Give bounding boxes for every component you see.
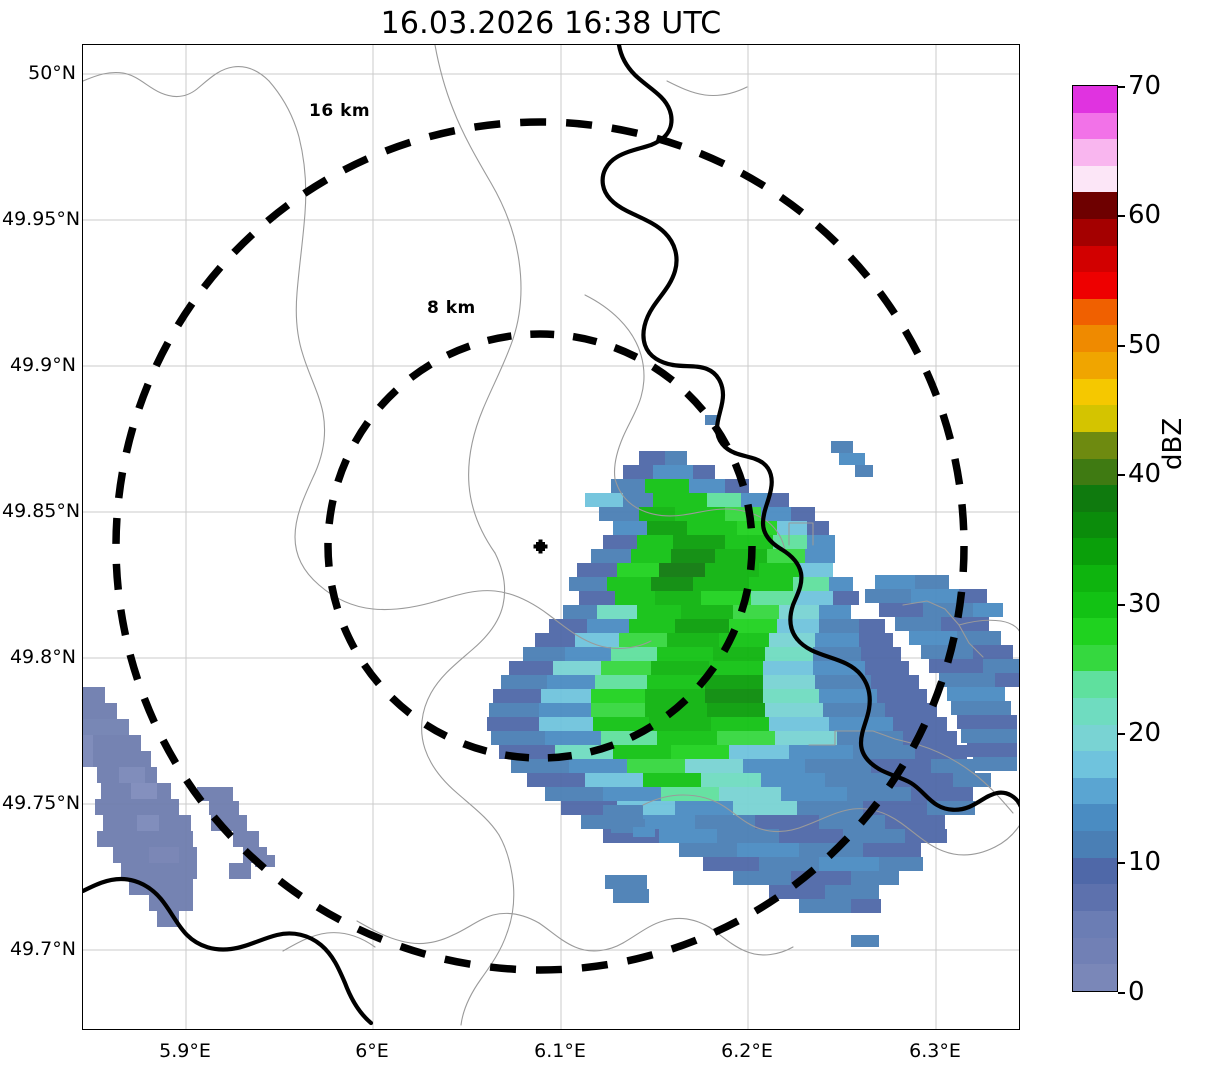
colorbar-swatch	[1073, 831, 1117, 858]
colorbar-swatch	[1073, 564, 1117, 592]
x-tick-label-2: 6.1°E	[534, 1040, 586, 1062]
colorbar-swatch	[1073, 777, 1117, 805]
colorbar-swatch	[1073, 165, 1117, 193]
colorbar-swatch	[1073, 644, 1117, 672]
echo-region-east	[865, 575, 1019, 771]
colorbar-swatch	[1073, 618, 1117, 645]
page-title: 16.03.2026 16:38 UTC	[380, 6, 722, 41]
colorbar-swatch	[1073, 538, 1117, 565]
colorbar-label-10: 10	[1128, 847, 1162, 877]
colorbar-swatch	[1073, 405, 1117, 432]
colorbar-tick-0	[1118, 992, 1125, 994]
colorbar-swatch	[1073, 884, 1117, 911]
colorbar-tick-30	[1118, 604, 1125, 606]
colorbar-swatch	[1073, 698, 1117, 725]
radar-site-marker	[533, 539, 548, 554]
colorbar-title: dBZ	[1158, 417, 1188, 470]
range-ring-16km	[112, 118, 968, 974]
colorbar-swatch	[1073, 857, 1117, 885]
colorbar-swatch	[1073, 591, 1117, 619]
colorbar-swatch	[1073, 671, 1117, 699]
colorbar-label-0: 0	[1128, 977, 1145, 1007]
colorbar-label-60: 60	[1128, 200, 1162, 230]
colorbar-swatch	[1073, 352, 1117, 379]
colorbar-swatch	[1073, 964, 1117, 991]
y-tick-label-6: 49.7°N	[9, 938, 76, 960]
x-tick-label-1: 6°E	[355, 1040, 389, 1062]
colorbar-swatch	[1073, 86, 1117, 113]
colorbar-swatch	[1073, 724, 1117, 752]
colorbar-label-50: 50	[1128, 330, 1162, 360]
radar-map-axes: 16 km 8 km	[82, 44, 1020, 1030]
y-tick-label-2: 49.9°N	[9, 354, 76, 376]
echo-region-southwest	[83, 687, 275, 927]
colorbar-swatch	[1073, 219, 1117, 246]
colorbar-swatch	[1073, 325, 1117, 353]
colorbar-swatch	[1073, 751, 1117, 778]
y-tick-label-1: 49.95°N	[2, 208, 81, 230]
echo-region-main-south	[491, 731, 991, 913]
colorbar-swatch	[1073, 245, 1117, 273]
colorbar-tick-40	[1118, 474, 1125, 476]
colorbar-tick-70	[1118, 86, 1125, 88]
x-tick-label-4: 6.3°E	[909, 1040, 961, 1062]
colorbar-swatch	[1073, 112, 1117, 140]
echo-region-isolated-cells	[603, 415, 879, 947]
colorbar-swatch	[1073, 192, 1117, 220]
colorbar-tick-60	[1118, 215, 1125, 217]
y-tick-label-0: 50°N	[28, 62, 76, 84]
range-ring-label-8km: 8 km	[427, 298, 476, 318]
colorbar	[1072, 85, 1118, 992]
colorbar-label-40: 40	[1128, 459, 1162, 489]
x-tick-label-3: 6.2°E	[721, 1040, 773, 1062]
range-rings	[112, 118, 968, 974]
colorbar-swatch	[1073, 910, 1117, 938]
echo-region-main-north	[569, 451, 853, 591]
range-ring-label-16km: 16 km	[309, 101, 371, 121]
reflectivity-field	[83, 415, 1019, 947]
colorbar-swatch	[1073, 378, 1117, 406]
y-tick-label-4: 49.8°N	[9, 646, 76, 668]
colorbar-swatch	[1073, 804, 1117, 832]
y-tick-label-5: 49.75°N	[2, 792, 81, 814]
national-border	[83, 45, 1019, 1026]
colorbar-swatch	[1073, 139, 1117, 166]
colorbar-tick-10	[1118, 862, 1125, 864]
range-ring-8km	[324, 330, 756, 762]
colorbar-label-20: 20	[1128, 718, 1162, 748]
echo-region-main-middle	[487, 591, 947, 731]
colorbar-swatch	[1073, 272, 1117, 299]
colorbar-swatch	[1073, 458, 1117, 486]
colorbar-label-30: 30	[1128, 589, 1162, 619]
colorbar-swatch	[1073, 431, 1117, 459]
radar-map-svg	[83, 45, 1019, 1029]
colorbar-swatch	[1073, 937, 1117, 965]
x-tick-label-0: 5.9°E	[159, 1040, 211, 1062]
colorbar-swatch	[1073, 485, 1117, 512]
colorbar-swatch	[1073, 511, 1117, 539]
y-tick-label-3: 49.85°N	[2, 500, 81, 522]
colorbar-tick-50	[1118, 345, 1125, 347]
colorbar-label-70: 70	[1128, 71, 1162, 101]
colorbar-tick-20	[1118, 733, 1125, 735]
colorbar-swatch	[1073, 298, 1117, 326]
